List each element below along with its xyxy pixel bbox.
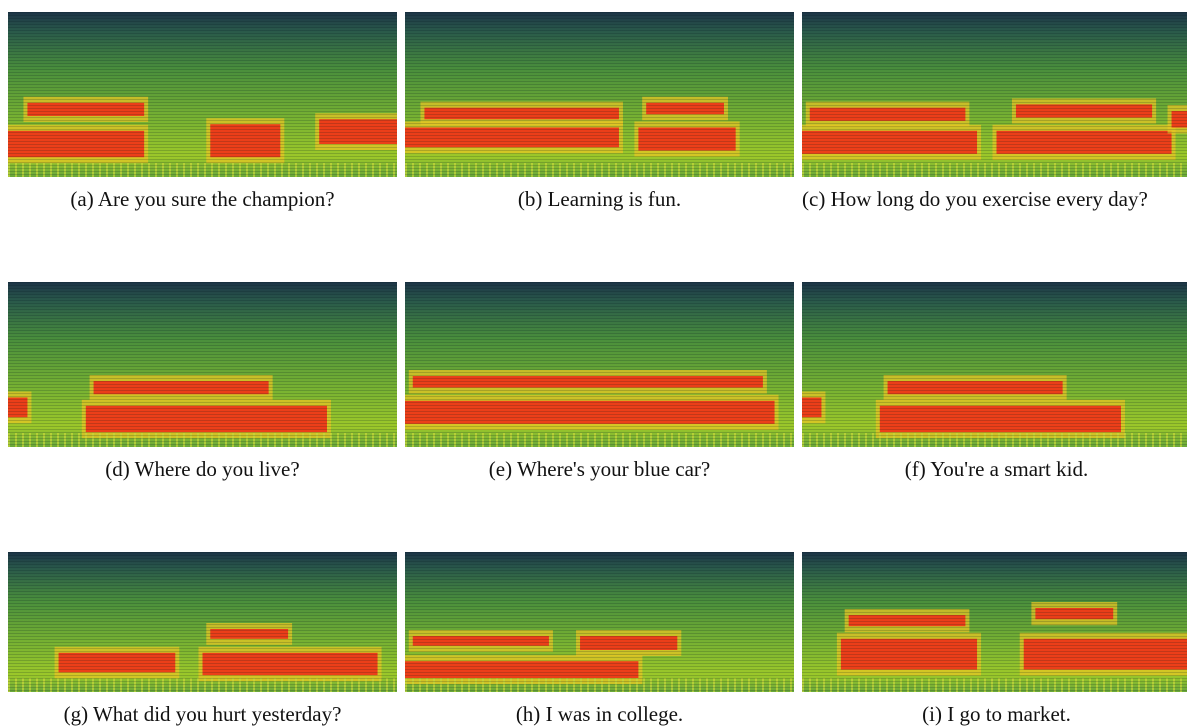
panel-label: (d) [105, 457, 130, 481]
figure: (a) Are you sure the champion? (b) Learn… [0, 0, 1187, 727]
caption-text: What did you hurt yesterday? [93, 702, 341, 726]
panel-label: (c) [802, 187, 825, 211]
caption-text: How long do you exercise every day? [831, 187, 1148, 211]
spectrogram [405, 282, 794, 447]
spectrogram [405, 12, 794, 177]
caption-text: Where's your blue car? [517, 457, 710, 481]
panel-label: (h) [516, 702, 541, 726]
panel-label: (e) [489, 457, 512, 481]
panel: (d) Where do you live? [8, 282, 397, 483]
caption: (c) How long do you exercise every day? [802, 185, 1187, 213]
spectrogram [802, 12, 1187, 177]
panel-label: (g) [64, 702, 89, 726]
panel-label: (a) [70, 187, 93, 211]
caption-text: I go to market. [947, 702, 1071, 726]
spectrogram [802, 552, 1187, 692]
panel: (h) I was in college. [405, 552, 794, 727]
caption: (b) Learning is fun. [405, 185, 794, 213]
panel: (g) What did you hurt yesterday? [8, 552, 397, 727]
caption: (h) I was in college. [405, 700, 794, 727]
panel: (c) How long do you exercise every day? [802, 12, 1187, 213]
caption: (d) Where do you live? [8, 455, 397, 483]
caption: (a) Are you sure the champion? [8, 185, 397, 213]
caption-text: Where do you live? [135, 457, 300, 481]
panel: (e) Where's your blue car? [405, 282, 794, 483]
caption-text: You're a smart kid. [930, 457, 1088, 481]
panel: (f) You're a smart kid. [802, 282, 1187, 483]
caption: (g) What did you hurt yesterday? [8, 700, 397, 727]
caption-text: I was in college. [546, 702, 684, 726]
panel: (b) Learning is fun. [405, 12, 794, 213]
spectrogram [405, 552, 794, 692]
caption: (f) You're a smart kid. [802, 455, 1187, 483]
spectrogram [8, 12, 397, 177]
panel-label: (i) [922, 702, 942, 726]
spectrogram [8, 282, 397, 447]
panel: (i) I go to market. [802, 552, 1187, 727]
spectrogram [802, 282, 1187, 447]
panel: (a) Are you sure the champion? [8, 12, 397, 213]
spectrogram [8, 552, 397, 692]
caption-text: Are you sure the champion? [98, 187, 335, 211]
caption-text: Learning is fun. [548, 187, 682, 211]
caption: (i) I go to market. [802, 700, 1187, 727]
caption: (e) Where's your blue car? [405, 455, 794, 483]
panel-label: (b) [518, 187, 543, 211]
panel-label: (f) [905, 457, 926, 481]
